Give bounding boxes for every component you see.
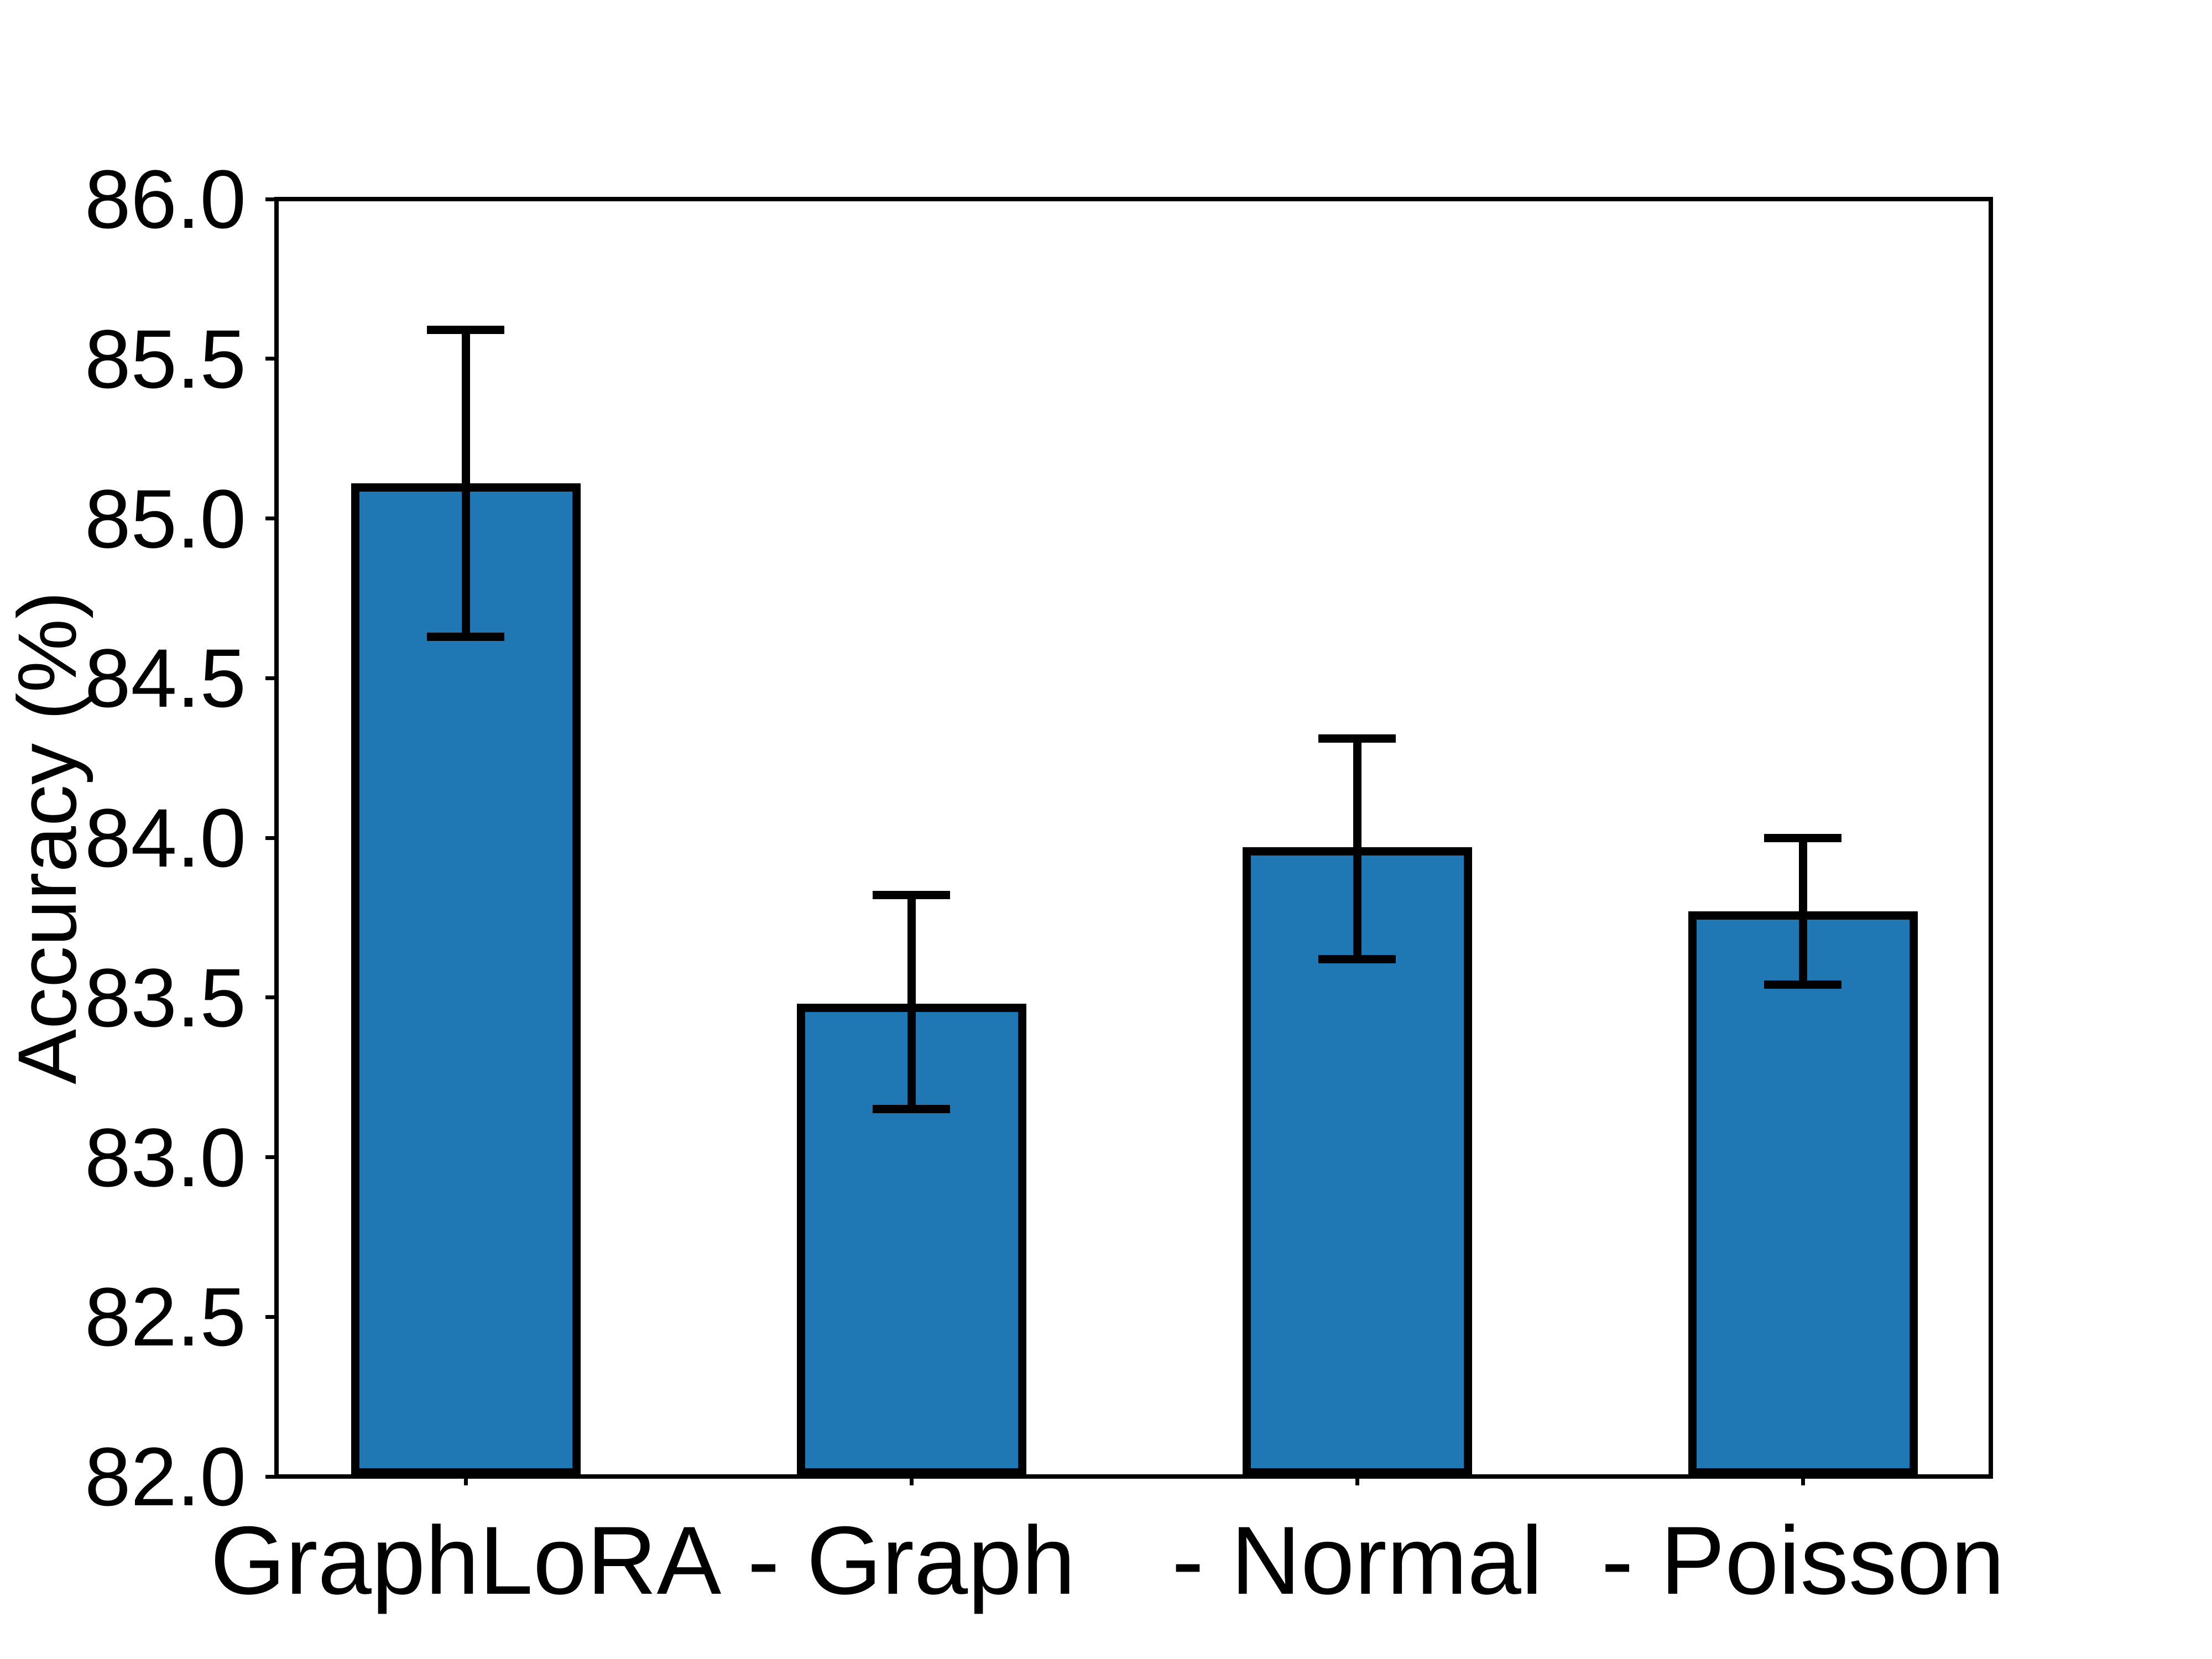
- y-tick: [265, 836, 274, 840]
- error-bar-cap-top: [427, 326, 505, 335]
- error-bar: [907, 895, 916, 1109]
- y-tick: [265, 197, 274, 201]
- error-bar-cap-bottom: [873, 1105, 951, 1114]
- x-tick: [1801, 1479, 1805, 1485]
- plot-area: 82.0 82.5 83.0 83.5 84.0 84.5 85.0 85.5 86.0 Grap…: [85, 158, 2005, 1614]
- y-tick-label: 82.5: [85, 1270, 246, 1364]
- y-tick: [265, 995, 274, 1000]
- y-tick: [265, 1314, 274, 1319]
- bar-graphlora: [351, 483, 581, 1477]
- error-bar-cap-bottom: [1318, 954, 1396, 963]
- y-tick: [265, 357, 274, 361]
- x-tick-label: - Poisson: [1601, 1507, 2005, 1615]
- x-tick-label: - Graph: [747, 1507, 1076, 1615]
- y-tick: [265, 1155, 274, 1159]
- error-bar-cap-top: [1318, 734, 1396, 743]
- error-bar: [461, 330, 470, 637]
- y-tick-label: 84.0: [85, 791, 246, 884]
- y-tick-label: 86.0: [85, 153, 246, 246]
- error-bar: [1353, 738, 1361, 959]
- x-tick: [1355, 1479, 1359, 1485]
- bar-graph: [796, 1004, 1026, 1477]
- y-tick: [265, 676, 274, 680]
- x-tick-label: GraphLoRA: [210, 1507, 722, 1615]
- axis-spine-top: [274, 197, 1993, 201]
- axis-spine-right: [1989, 197, 1993, 1479]
- axis-spine-bottom: [274, 1474, 1993, 1479]
- x-tick: [463, 1479, 468, 1485]
- x-tick-label: - Normal: [1171, 1507, 1543, 1615]
- error-bar-cap-top: [873, 891, 951, 900]
- y-tick-label: 83.0: [85, 1110, 246, 1204]
- error-bar-cap-top: [1764, 833, 1842, 842]
- error-bar: [1798, 838, 1807, 985]
- y-tick: [265, 517, 274, 520]
- error-bar-cap-bottom: [427, 632, 505, 641]
- y-tick: [265, 1474, 274, 1479]
- bar-poisson: [1688, 911, 1918, 1477]
- x-tick: [909, 1479, 914, 1485]
- y-tick-label: 84.5: [85, 632, 246, 725]
- y-tick-label: 85.0: [85, 472, 246, 565]
- error-bar-cap-bottom: [1764, 980, 1842, 989]
- y-tick-label: 82.0: [85, 1430, 246, 1523]
- y-tick-label: 85.5: [85, 312, 246, 405]
- axis-spine-left: [274, 197, 279, 1479]
- y-tick-label: 83.5: [85, 951, 246, 1044]
